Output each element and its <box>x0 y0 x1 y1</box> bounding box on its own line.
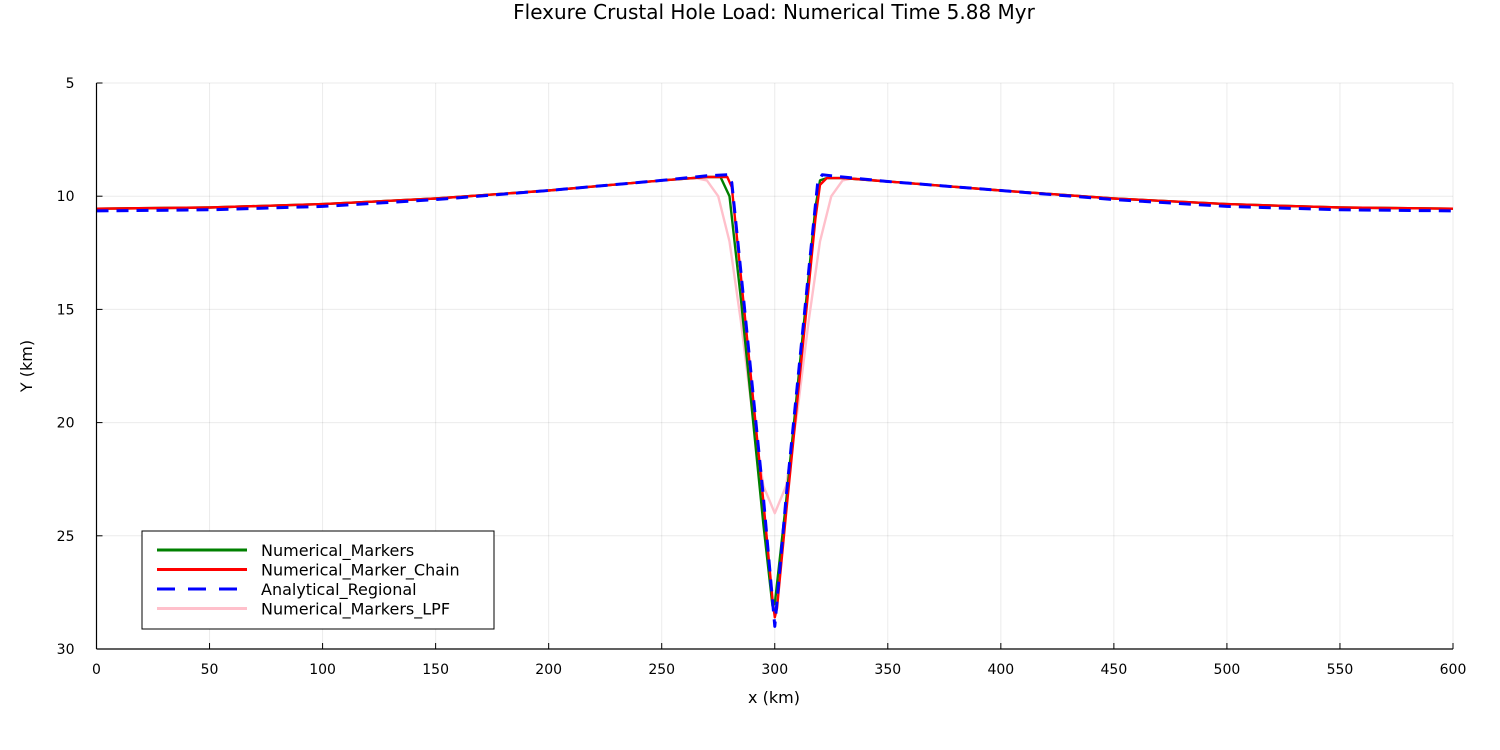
x-tick-label: 550 <box>1327 662 1354 678</box>
y-tick-label: 20 <box>57 416 75 432</box>
y-axis-label: Y (km) <box>17 340 36 393</box>
y-axis-ticks: 5 10 15 20 25 30 <box>57 76 103 658</box>
legend-label: Analytical_Regional <box>261 580 417 600</box>
x-tick-label: 100 <box>309 662 336 678</box>
y-tick-label: 25 <box>57 529 75 545</box>
plot-lines <box>96 173 1454 628</box>
x-tick-label: 450 <box>1101 662 1128 678</box>
x-tick-label: 200 <box>535 662 562 678</box>
x-tick-label: 400 <box>987 662 1014 678</box>
y-tick-label: 10 <box>57 189 75 205</box>
y-tick-label: 30 <box>57 642 75 658</box>
legend-label: Numerical_Marker_Chain <box>261 561 460 581</box>
x-axis-label: x (km) <box>748 688 800 707</box>
x-tick-label: 0 <box>92 662 101 678</box>
y-tick-label: 5 <box>66 76 75 92</box>
series-line-analytical-regional <box>96 173 1454 628</box>
chart-title: Flexure Crustal Hole Load: Numerical Tim… <box>513 0 1035 24</box>
x-tick-label: 300 <box>761 662 788 678</box>
legend-box <box>141 530 495 630</box>
x-tick-label: 50 <box>201 662 219 678</box>
x-tick-label: 500 <box>1214 662 1241 678</box>
x-tick-label: 250 <box>648 662 675 678</box>
x-tick-label: 150 <box>422 662 449 678</box>
y-tick-label: 15 <box>57 302 75 318</box>
x-axis-ticks: 0 50 100 150 200 250 300 350 400 450 500 550 600 <box>92 643 1466 678</box>
x-tick-label: 350 <box>874 662 901 678</box>
legend-label: Numerical_Markers <box>261 541 414 561</box>
x-tick-label: 600 <box>1440 662 1467 678</box>
legend: Numerical_MarkersNumerical_Marker_ChainA… <box>141 530 495 630</box>
legend-label: Numerical_Markers_LPF <box>261 600 450 620</box>
